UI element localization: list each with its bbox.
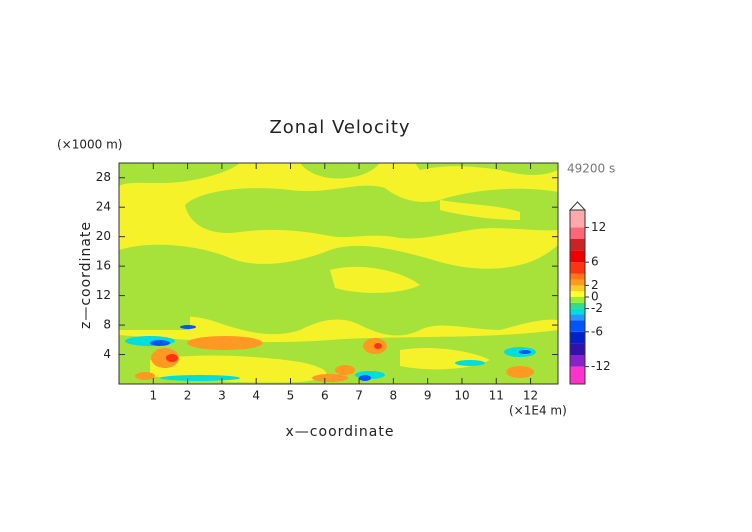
colorbar-tick-label: -2 (591, 301, 603, 315)
y-tick-label: 16 (96, 259, 111, 273)
x-axis-label: x—coordinate (286, 424, 395, 440)
colorbar-segment (570, 343, 585, 355)
x-tick-label: 12 (523, 389, 538, 403)
x-tick-label: 2 (184, 389, 192, 403)
colorbar-extend (568, 201, 587, 211)
colorbar-segment (570, 279, 585, 286)
x-tick-label: 6 (321, 389, 329, 403)
colorbar-segment (570, 262, 585, 274)
y-tick-label: 8 (103, 318, 111, 332)
x-tick-label: 1 (149, 389, 157, 403)
colorbar-segment (570, 331, 585, 344)
contour-field (119, 163, 558, 384)
colorbar-segment (570, 285, 585, 292)
colorbar-segment (570, 314, 585, 321)
colorbar-segment (570, 297, 585, 303)
time-label: 49200 s (567, 162, 615, 176)
plot-frame (118, 162, 559, 385)
x-tick-label: 10 (454, 389, 469, 403)
y-axis-label: z—coordinate (78, 221, 94, 329)
y-tick-label: 20 (96, 229, 111, 243)
colorbar-segment (570, 302, 585, 309)
x-tick-label: 8 (390, 389, 398, 403)
x-tick-label: 9 (424, 389, 432, 403)
y-unit: (×1000 m) (57, 138, 122, 152)
y-tick-label: 28 (96, 170, 111, 184)
x-tick-label: 4 (252, 389, 260, 403)
colorbar-tick-label: 12 (591, 220, 606, 234)
colorbar-segment (570, 239, 585, 251)
colorbar-segment (570, 320, 585, 332)
y-tick-label: 12 (96, 288, 111, 302)
colorbar-tick-label: 2 (591, 278, 599, 292)
colorbar-segment (570, 210, 585, 228)
x-tick-label: 7 (355, 389, 363, 403)
colorbar-segment (570, 273, 585, 280)
colorbar-tick-label: -6 (591, 324, 603, 338)
x-unit: (×1E4 m) (509, 404, 567, 418)
y-tick-label: 24 (96, 200, 111, 214)
x-tick-label: 3 (218, 389, 226, 403)
chart-title: Zonal Velocity (269, 117, 410, 138)
colorbar-tick-label: 0 (591, 290, 599, 304)
colorbar-segment (570, 250, 585, 263)
colorbar-tick-label: 6 (591, 255, 599, 269)
colorbar-segment (570, 355, 585, 367)
y-tick-label: 4 (103, 347, 111, 361)
colorbar-segment (570, 308, 585, 315)
colorbar-segment (570, 366, 585, 384)
colorbar-segment (570, 291, 585, 297)
x-tick-label: 11 (489, 389, 504, 403)
colorbar-segment (570, 227, 585, 239)
x-tick-label: 5 (287, 389, 295, 403)
colorbar-tick-label: -12 (591, 359, 611, 373)
